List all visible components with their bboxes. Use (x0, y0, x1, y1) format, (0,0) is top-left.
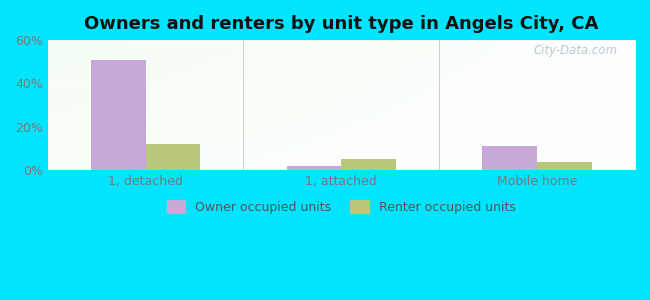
Bar (287, 166, 341, 170)
Bar (537, 162, 592, 170)
Bar (91, 60, 146, 170)
Bar (341, 159, 396, 170)
Bar (482, 146, 537, 170)
Title: Owners and renters by unit type in Angels City, CA: Owners and renters by unit type in Angel… (84, 15, 599, 33)
Bar (146, 144, 200, 170)
Text: City-Data.com: City-Data.com (533, 44, 618, 57)
Legend: Owner occupied units, Renter occupied units: Owner occupied units, Renter occupied un… (162, 195, 521, 219)
